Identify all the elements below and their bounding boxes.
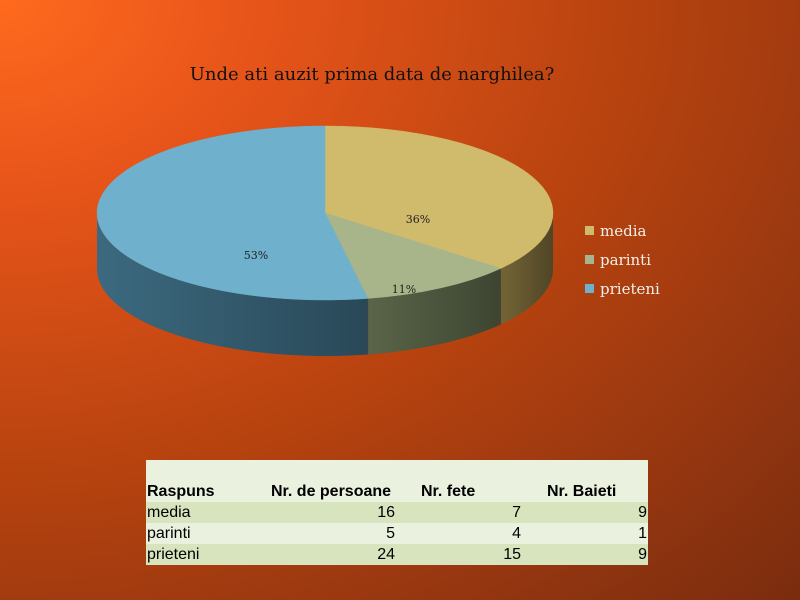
data-table: Raspuns Nr. de persoane Nr. fete Nr. Bai…	[146, 460, 648, 565]
cell-persoane: 5	[270, 523, 396, 544]
pie-label-media: 36%	[406, 213, 430, 226]
legend-label-parinti: parinti	[600, 251, 651, 269]
header-nr-fete: Nr. fete	[396, 460, 522, 502]
cell-fete: 15	[396, 544, 522, 565]
chart-title: Unde ati auzit prima data de narghilea?	[190, 64, 554, 85]
cell-baieti: 1	[522, 523, 648, 544]
chart-legend: media parinti prieteni	[585, 222, 660, 298]
pie-side-shade	[500, 213, 553, 325]
pie-slice-media	[324, 125, 554, 269]
header-nr-baieti: Nr. Baieti	[522, 460, 648, 502]
pie-slice-prieteni	[96, 125, 369, 301]
header-raspuns: Raspuns	[146, 460, 270, 502]
table-row: parinti 5 4 1	[146, 523, 648, 544]
pie-sides	[97, 213, 553, 356]
table-row: prieteni 24 15 9	[146, 544, 648, 565]
cell-baieti: 9	[522, 502, 648, 523]
cell-raspuns: media	[146, 502, 270, 523]
header-nr-persoane: Nr. de persoane	[270, 460, 396, 502]
cell-fete: 7	[396, 502, 522, 523]
pie-side-shade	[97, 213, 368, 356]
cell-raspuns: parinti	[146, 523, 270, 544]
cell-baieti: 9	[522, 544, 648, 565]
cell-raspuns: prieteni	[146, 544, 270, 565]
legend-label-prieteni: prieteni	[600, 280, 660, 298]
pie-slice-parinti	[324, 212, 502, 299]
cell-persoane: 16	[270, 502, 396, 523]
pie-chart: Unde ati auzit prima data de narghilea? …	[96, 64, 660, 356]
legend-label-media: media	[600, 222, 647, 240]
pie-side-shade	[367, 268, 501, 355]
legend-swatch-prieteni	[585, 284, 594, 293]
legend-swatch-media	[585, 226, 594, 235]
pie-group: 36% 11% 53%	[96, 125, 554, 356]
table-row: media 16 7 9	[146, 502, 648, 523]
cell-fete: 4	[396, 523, 522, 544]
pie-label-prieteni: 53%	[244, 249, 268, 262]
legend-swatch-parinti	[585, 255, 594, 264]
table-header-row: Raspuns Nr. de persoane Nr. fete Nr. Bai…	[146, 460, 648, 502]
cell-persoane: 24	[270, 544, 396, 565]
pie-label-parinti: 11%	[392, 283, 416, 296]
